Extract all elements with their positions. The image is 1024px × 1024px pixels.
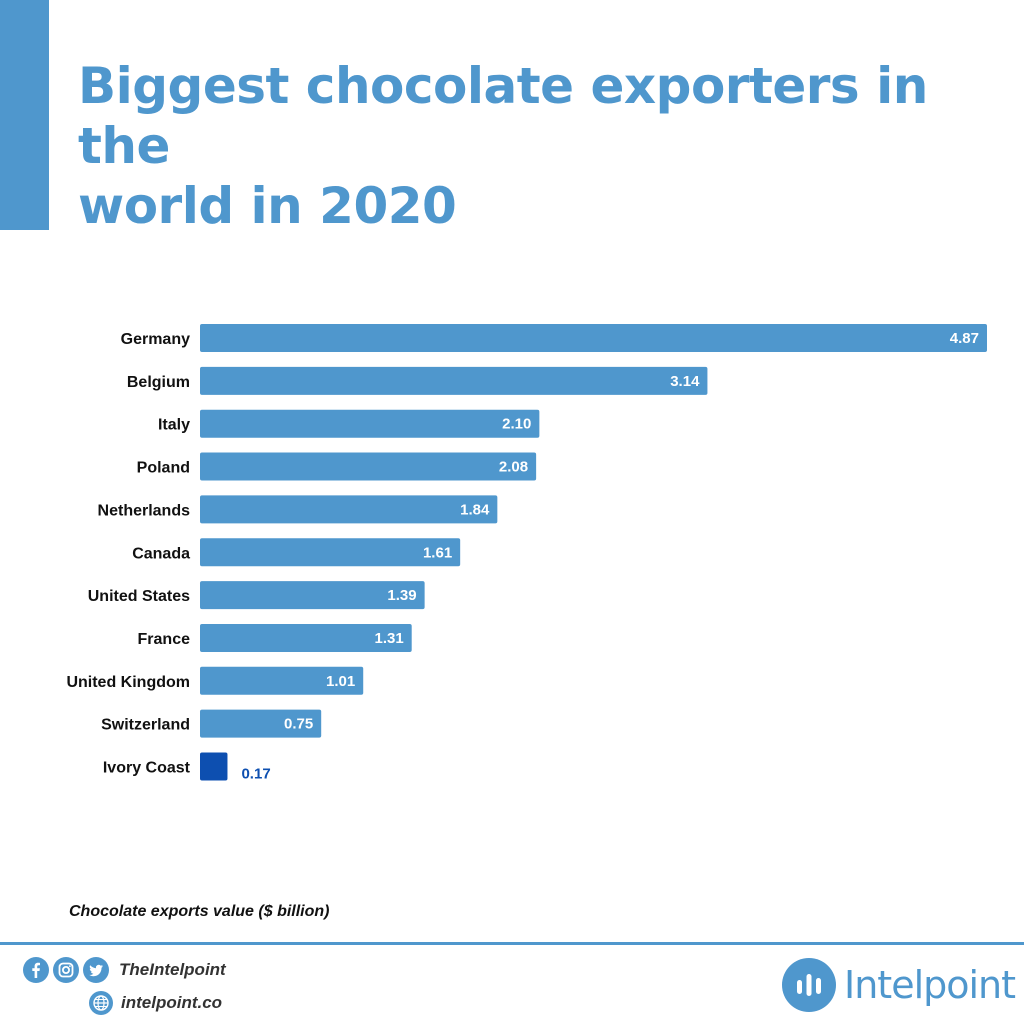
value-label: 2.08 xyxy=(499,459,528,476)
instagram-icon[interactable] xyxy=(53,957,79,983)
value-label: 1.61 xyxy=(423,544,452,561)
category-label: Italy xyxy=(158,417,190,434)
value-label: 1.39 xyxy=(387,587,416,604)
bar xyxy=(200,324,987,352)
twitter-icon[interactable] xyxy=(83,957,109,983)
footer-divider xyxy=(0,942,1024,945)
category-label: Switzerland xyxy=(101,717,190,734)
bar xyxy=(200,495,498,524)
category-label: Netherlands xyxy=(98,502,191,519)
title-line-2: world in 2020 xyxy=(78,177,457,235)
bar xyxy=(200,623,412,652)
facebook-icon[interactable] xyxy=(23,957,49,983)
brand-logo: Intelpoint xyxy=(782,958,1016,1012)
brand-name: Intelpoint xyxy=(844,963,1016,1007)
value-label: 0.17 xyxy=(241,766,270,783)
social-handle[interactable]: TheIntelpoint xyxy=(119,960,226,979)
category-label: Ivory Coast xyxy=(103,760,191,777)
value-label: 1.31 xyxy=(374,630,403,647)
social-links: TheIntelpoint xyxy=(23,957,226,983)
bar-chart: Germany 4.87 Belgium 3.14 Italy 2.10 Poland 2.0… xyxy=(66,324,987,783)
category-label: United Kingdom xyxy=(66,674,190,691)
category-label: France xyxy=(138,631,191,648)
category-label: Poland xyxy=(137,460,190,477)
title-line-1: Biggest chocolate exporters in the xyxy=(78,57,928,175)
value-label: 1.84 xyxy=(460,501,490,518)
value-axis-caption: Chocolate exports value ($ billion) xyxy=(69,903,330,920)
website-url[interactable]: intelpoint.co xyxy=(121,993,223,1012)
category-label: United States xyxy=(88,588,190,605)
value-label: 3.14 xyxy=(670,373,700,390)
category-label: Germany xyxy=(121,331,190,348)
chart-title: Biggest chocolate exporters in the world… xyxy=(78,56,998,236)
accent-strip xyxy=(0,0,49,230)
bar xyxy=(200,366,708,395)
value-label: 2.10 xyxy=(502,416,531,433)
bar xyxy=(200,452,537,481)
category-label: Canada xyxy=(132,545,190,562)
globe-icon xyxy=(89,991,113,1015)
bar xyxy=(200,409,540,438)
bar xyxy=(200,538,461,567)
category-label: Belgium xyxy=(127,374,190,391)
bar xyxy=(200,752,228,781)
website-link: intelpoint.co xyxy=(89,990,222,1016)
value-label: 0.75 xyxy=(284,716,313,733)
bar xyxy=(200,709,322,738)
bar xyxy=(200,666,364,695)
intelpoint-logo-icon xyxy=(782,958,836,1012)
value-label: 4.87 xyxy=(950,330,979,347)
bar xyxy=(200,581,425,610)
value-label: 1.01 xyxy=(326,673,355,690)
